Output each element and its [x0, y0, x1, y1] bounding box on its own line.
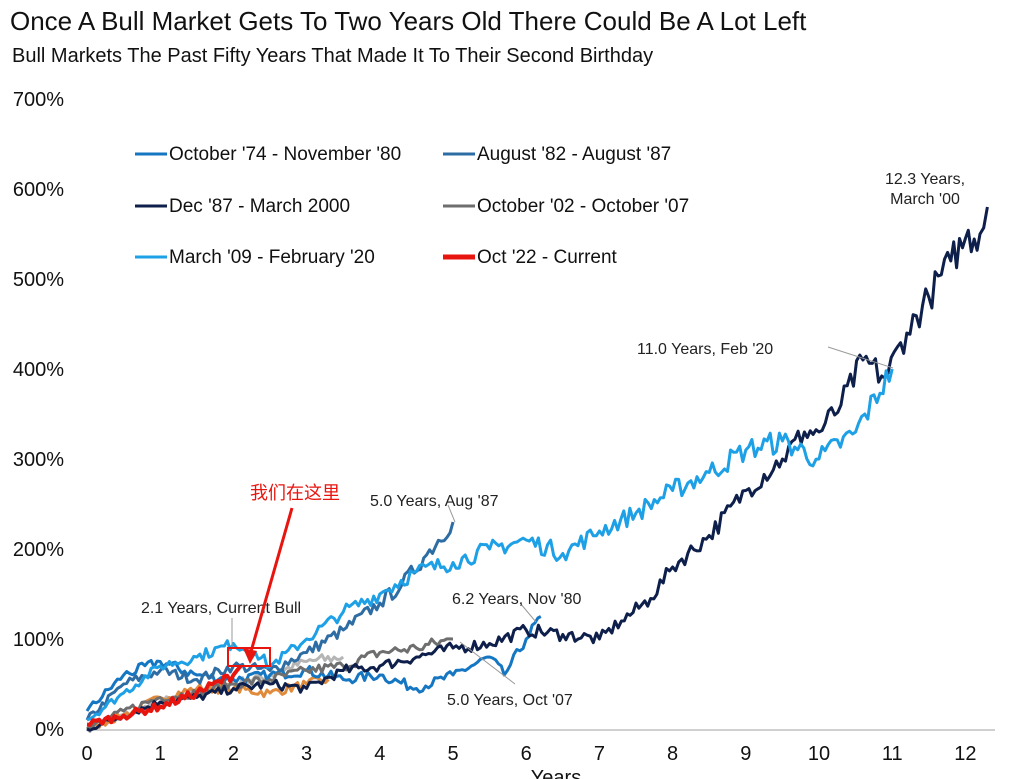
annotation-6-2-years: 6.2 Years, Nov '80	[452, 591, 581, 608]
leader-line	[447, 504, 456, 523]
x-tick-label: 9	[740, 743, 751, 765]
legend-label: August '82 - August '87	[477, 144, 671, 165]
x-tick-label: 1	[155, 743, 166, 765]
annotation-we-are-here: 我们在这里	[250, 483, 340, 503]
x-tick-label: 5	[447, 743, 458, 765]
y-tick-label: 600%	[13, 179, 64, 201]
x-tick-label: 0	[81, 743, 92, 765]
red-arrowhead	[243, 648, 257, 664]
annotation-11-years: 11.0 Years, Feb '20	[637, 341, 773, 358]
legend-label: Oct '22 - Current	[477, 247, 618, 268]
y-tick-label: 100%	[13, 629, 64, 651]
y-tick-label: 300%	[13, 449, 64, 471]
x-tick-label: 2	[228, 743, 239, 765]
x-tick-label: 8	[667, 743, 678, 765]
x-tick-label: 12	[954, 743, 976, 765]
x-tick-label: 3	[301, 743, 312, 765]
legend-label: Dec '87 - March 2000	[169, 196, 350, 217]
series-line-oct-22-current	[86, 664, 243, 727]
y-tick-label: 0%	[35, 719, 64, 741]
x-tick-label: 4	[374, 743, 385, 765]
legend-label: October '02 - October '07	[477, 196, 689, 217]
x-tick-label: 11	[882, 743, 903, 765]
annotation-current-bull: 2.1 Years, Current Bull	[141, 600, 301, 617]
series-line-october-02-october-07	[86, 637, 454, 731]
leader-line	[519, 602, 537, 623]
y-tick-label: 400%	[13, 359, 64, 381]
leader-line	[827, 346, 894, 369]
red-arrow	[248, 507, 294, 656]
chart-subtitle: Bull Markets The Past Fifty Years That M…	[12, 45, 654, 67]
x-tick-label: 10	[808, 743, 830, 765]
leader-line	[459, 641, 516, 685]
series-line-dec-87-march-2000	[86, 206, 989, 732]
legend-label: October '74 - November '80	[169, 144, 401, 165]
x-tick-label: 6	[521, 743, 532, 765]
series-line-march-09-february-20	[86, 368, 894, 722]
chart-title: Once A Bull Market Gets To Two Years Old…	[10, 6, 807, 36]
y-tick-label: 500%	[13, 269, 64, 291]
highlight-box	[227, 647, 271, 667]
annotation-march-00: March '00	[890, 191, 960, 208]
y-tick-label: 200%	[13, 539, 64, 561]
x-tick-label: 7	[594, 743, 605, 765]
legend-label: March '09 - February '20	[169, 247, 375, 268]
y-tick-label: 700%	[13, 89, 64, 111]
series-line-august-82-august-87	[85, 521, 455, 721]
annotation-5-years-oct07: 5.0 Years, Oct '07	[447, 692, 573, 709]
annotation-12-3-years: 12.3 Years,	[885, 171, 965, 188]
x-axis-label: Years	[531, 767, 581, 779]
annotation-5-years-aug87: 5.0 Years, Aug '87	[370, 493, 499, 510]
